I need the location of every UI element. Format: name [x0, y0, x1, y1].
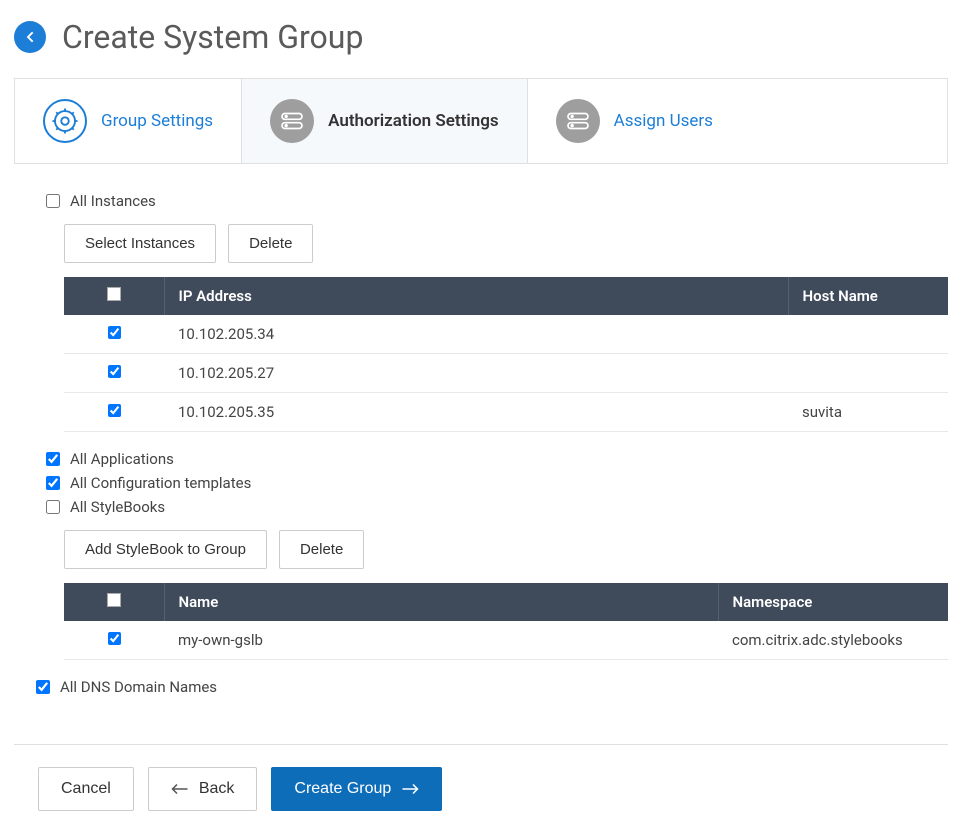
- arrow-right-icon: [401, 782, 419, 796]
- checkbox-label: All StyleBooks: [70, 498, 165, 516]
- all-stylebooks-checkbox-row[interactable]: All StyleBooks: [46, 498, 948, 516]
- name-cell: my-own-gslb: [164, 621, 718, 660]
- tab-label: Authorization Settings: [328, 111, 499, 131]
- row-checkbox[interactable]: [108, 632, 121, 645]
- checkbox-label: All Applications: [70, 450, 174, 468]
- host-cell: [788, 315, 948, 354]
- back-footer-button[interactable]: Back: [148, 767, 258, 811]
- page-title: Create System Group: [62, 18, 363, 56]
- table-row: my-own-gslbcom.citrix.adc.stylebooks: [64, 621, 948, 660]
- all-applications-checkbox[interactable]: [46, 452, 60, 466]
- column-header-name[interactable]: Name: [164, 583, 718, 621]
- all-dns-checkbox[interactable]: [36, 680, 50, 694]
- column-header-host[interactable]: Host Name: [788, 277, 948, 315]
- stylebooks-table: Name Namespace my-own-gslbcom.citrix.adc…: [64, 583, 948, 660]
- column-header-ip[interactable]: IP Address: [164, 277, 788, 315]
- table-row: 10.102.205.27: [64, 354, 948, 393]
- tab-label: Group Settings: [101, 111, 213, 131]
- create-label: Create Group: [294, 780, 391, 798]
- tab-bar: Group Settings Authorization Settings As…: [14, 78, 948, 164]
- create-group-button[interactable]: Create Group: [271, 767, 442, 811]
- delete-stylebook-button[interactable]: Delete: [279, 530, 364, 569]
- stylebooks-panel: Add StyleBook to Group Delete Name Names…: [64, 530, 948, 660]
- instances-table: IP Address Host Name 10.102.205.3410.102…: [64, 277, 948, 432]
- all-instances-checkbox-row[interactable]: All Instances: [46, 192, 948, 210]
- tab-label: Assign Users: [614, 111, 713, 131]
- column-header-namespace[interactable]: Namespace: [718, 583, 948, 621]
- back-label: Back: [199, 780, 235, 798]
- gear-icon: [43, 99, 87, 143]
- table-row: 10.102.205.35suvita: [64, 393, 948, 432]
- table-row: 10.102.205.34: [64, 315, 948, 354]
- select-all-stylebooks-checkbox[interactable]: [107, 593, 121, 607]
- host-cell: [788, 354, 948, 393]
- row-checkbox[interactable]: [108, 404, 121, 417]
- all-stylebooks-checkbox[interactable]: [46, 500, 60, 514]
- namespace-cell: com.citrix.adc.stylebooks: [718, 621, 948, 660]
- all-config-templates-checkbox-row[interactable]: All Configuration templates: [46, 474, 948, 492]
- ip-cell: 10.102.205.35: [164, 393, 788, 432]
- select-all-instances-checkbox[interactable]: [107, 287, 121, 301]
- instances-panel: Select Instances Delete IP Address Host …: [64, 224, 948, 432]
- checkbox-label: All Instances: [70, 192, 156, 210]
- tab-assign-users[interactable]: Assign Users: [528, 79, 741, 163]
- all-applications-checkbox-row[interactable]: All Applications: [46, 450, 948, 468]
- ip-cell: 10.102.205.34: [164, 315, 788, 354]
- tab-group-settings[interactable]: Group Settings: [15, 79, 242, 163]
- cancel-button[interactable]: Cancel: [38, 767, 134, 811]
- checkbox-label: All Configuration templates: [70, 474, 251, 492]
- host-cell: suvita: [788, 393, 948, 432]
- arrow-left-icon: [171, 782, 189, 796]
- ip-cell: 10.102.205.27: [164, 354, 788, 393]
- server-icon: [270, 99, 314, 143]
- all-config-templates-checkbox[interactable]: [46, 476, 60, 490]
- row-checkbox[interactable]: [108, 365, 121, 378]
- arrow-left-icon: [22, 29, 38, 45]
- row-checkbox[interactable]: [108, 326, 121, 339]
- all-instances-checkbox[interactable]: [46, 194, 60, 208]
- all-dns-checkbox-row[interactable]: All DNS Domain Names: [36, 678, 948, 696]
- server-icon: [556, 99, 600, 143]
- back-button[interactable]: [14, 21, 46, 53]
- select-instances-button[interactable]: Select Instances: [64, 224, 216, 263]
- checkbox-label: All DNS Domain Names: [60, 678, 217, 696]
- tab-authorization-settings[interactable]: Authorization Settings: [242, 79, 528, 163]
- delete-instances-button[interactable]: Delete: [228, 224, 313, 263]
- add-stylebook-button[interactable]: Add StyleBook to Group: [64, 530, 267, 569]
